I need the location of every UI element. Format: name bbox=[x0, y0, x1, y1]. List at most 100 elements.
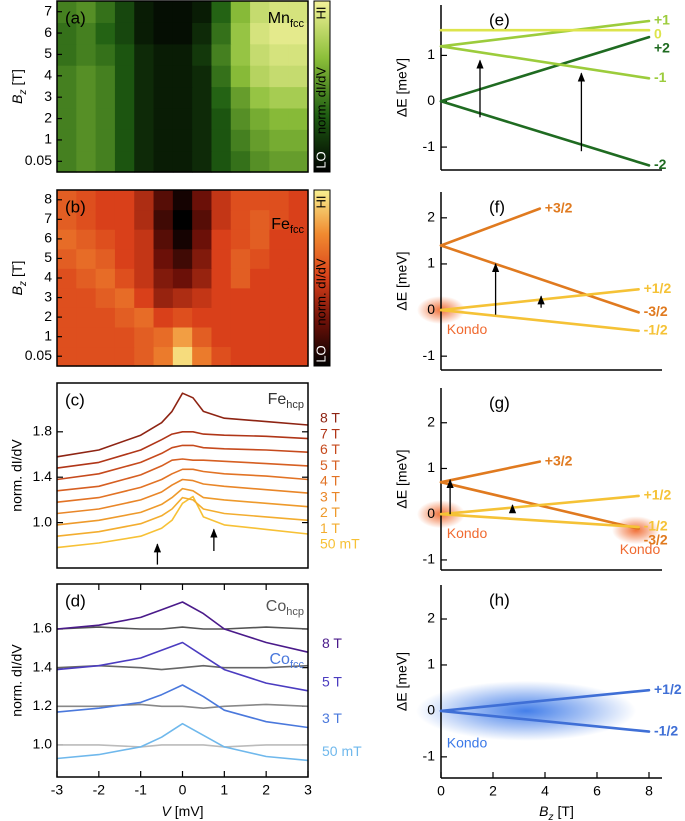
heatmap-cell bbox=[153, 190, 174, 211]
heatmap-cell bbox=[250, 86, 270, 109]
annotation: Fefcc bbox=[271, 216, 304, 236]
spectrum bbox=[56, 496, 309, 537]
x-axis-label-part: V bbox=[161, 803, 172, 819]
heatmap-cell bbox=[172, 346, 193, 367]
heatmap-cell bbox=[172, 248, 193, 269]
panel-letter: (a) bbox=[65, 8, 86, 27]
heatmap-cell bbox=[211, 209, 232, 230]
heatmap-cell bbox=[76, 150, 97, 173]
heatmap-cell bbox=[57, 307, 77, 328]
heatmap-cell bbox=[192, 129, 213, 152]
heatmap-cell bbox=[250, 129, 270, 152]
y-tick-label: 1.4 bbox=[33, 658, 53, 674]
heatmap-cell bbox=[153, 86, 174, 109]
heatmap-cell bbox=[114, 65, 135, 88]
annotation: Mnfcc bbox=[268, 10, 305, 30]
heatmap-cell bbox=[269, 248, 290, 269]
annotation: Cofcc bbox=[269, 651, 304, 671]
heatmap-cell bbox=[114, 248, 135, 269]
heatmap-cell bbox=[153, 229, 174, 250]
y-tick-label: 1.6 bbox=[33, 620, 53, 636]
series-label: 8 T bbox=[322, 635, 342, 651]
heatmap-cell bbox=[211, 129, 232, 152]
colorbar-low: LO bbox=[313, 151, 328, 168]
x-tick-label: 0 bbox=[437, 783, 445, 799]
heatmap-cell bbox=[250, 326, 270, 348]
level-label: +1 bbox=[654, 12, 670, 28]
annotation-part: hcp bbox=[286, 606, 304, 618]
heatmap-cell bbox=[230, 326, 251, 348]
y-tick-label: 0 bbox=[427, 92, 435, 108]
heatmap-cell bbox=[192, 22, 213, 45]
heatmap-cell bbox=[95, 326, 116, 348]
spectrum bbox=[57, 744, 308, 748]
heatmap-cell bbox=[134, 268, 155, 289]
spectrum bbox=[56, 664, 309, 671]
heatmap-cell bbox=[211, 107, 232, 130]
heatmap-cell bbox=[134, 326, 155, 348]
heatmap-cell bbox=[192, 346, 213, 367]
heatmap-cell bbox=[288, 150, 309, 173]
series-label: 5 T bbox=[320, 457, 340, 473]
heatmap-cell bbox=[269, 129, 290, 152]
heatmap-cell bbox=[76, 268, 97, 289]
heatmap-cell bbox=[211, 326, 232, 348]
energy-level bbox=[439, 512, 640, 529]
heatmap-cell bbox=[269, 150, 290, 173]
heatmap-cell bbox=[153, 150, 174, 173]
heatmap-cell bbox=[95, 150, 116, 173]
heatmap-cell bbox=[76, 346, 97, 367]
x-tick-label: -2 bbox=[93, 782, 106, 798]
heatmap-cell bbox=[172, 22, 193, 45]
kondo-label: Kondo bbox=[620, 541, 661, 557]
heatmap-cell bbox=[134, 43, 155, 66]
heatmap-cell bbox=[250, 229, 270, 250]
heatmap-cell bbox=[288, 209, 309, 230]
heatmap-cell bbox=[269, 65, 290, 88]
colorbar-high: HI bbox=[313, 7, 328, 20]
heatmap-cell bbox=[192, 209, 213, 230]
heatmap-cell bbox=[57, 150, 77, 173]
panel-letter: (e) bbox=[489, 10, 510, 29]
heatmap-cell bbox=[250, 190, 270, 211]
heatmap-cell bbox=[57, 248, 77, 269]
x-tick-label: 0 bbox=[179, 782, 187, 798]
heatmap-cell bbox=[230, 22, 251, 45]
y-tick-label: 8 bbox=[44, 190, 52, 206]
series-label: 8 T bbox=[320, 410, 340, 426]
heatmap-cell bbox=[211, 1, 232, 23]
heatmap-cell bbox=[230, 209, 251, 230]
series-label: 5 T bbox=[322, 674, 342, 690]
heatmap-cell bbox=[57, 65, 77, 88]
colorbar bbox=[313, 0, 331, 173]
heatmap-cell bbox=[153, 107, 174, 130]
y-axis-label-part: z bbox=[18, 281, 29, 287]
heatmap-cell bbox=[250, 65, 270, 88]
heatmap-cell bbox=[250, 1, 270, 23]
series-label: 3 T bbox=[320, 488, 340, 504]
x-tick-label: -1 bbox=[134, 782, 147, 798]
x-axis-label-part: z bbox=[548, 812, 554, 821]
heatmap-cell bbox=[211, 248, 232, 269]
heatmap-cell bbox=[153, 65, 174, 88]
y-axis-label: norm. dI/dV bbox=[9, 644, 25, 717]
y-tick-label: 2 bbox=[427, 209, 435, 225]
heatmap-cell bbox=[172, 65, 193, 88]
heatmap-cell bbox=[95, 107, 116, 130]
heatmap-cell bbox=[288, 307, 309, 328]
heatmap-cell bbox=[134, 65, 155, 88]
heatmap-cell bbox=[95, 268, 116, 289]
x-axis-label: V [mV] bbox=[161, 803, 203, 819]
y-tick-label: 1 bbox=[427, 459, 435, 475]
spectrum bbox=[56, 444, 309, 481]
heatmap-cell bbox=[288, 86, 309, 109]
heatmap-cell bbox=[172, 326, 193, 348]
level-label: +1/2 bbox=[654, 681, 682, 697]
y-tick-label: 2 bbox=[427, 610, 435, 626]
heatmap-cell bbox=[230, 307, 251, 328]
heatmap-cell bbox=[269, 107, 290, 130]
energy-level bbox=[439, 288, 640, 312]
heatmap-cell bbox=[76, 307, 97, 328]
heatmap-cell bbox=[269, 209, 290, 230]
heatmap-cell bbox=[288, 107, 309, 130]
